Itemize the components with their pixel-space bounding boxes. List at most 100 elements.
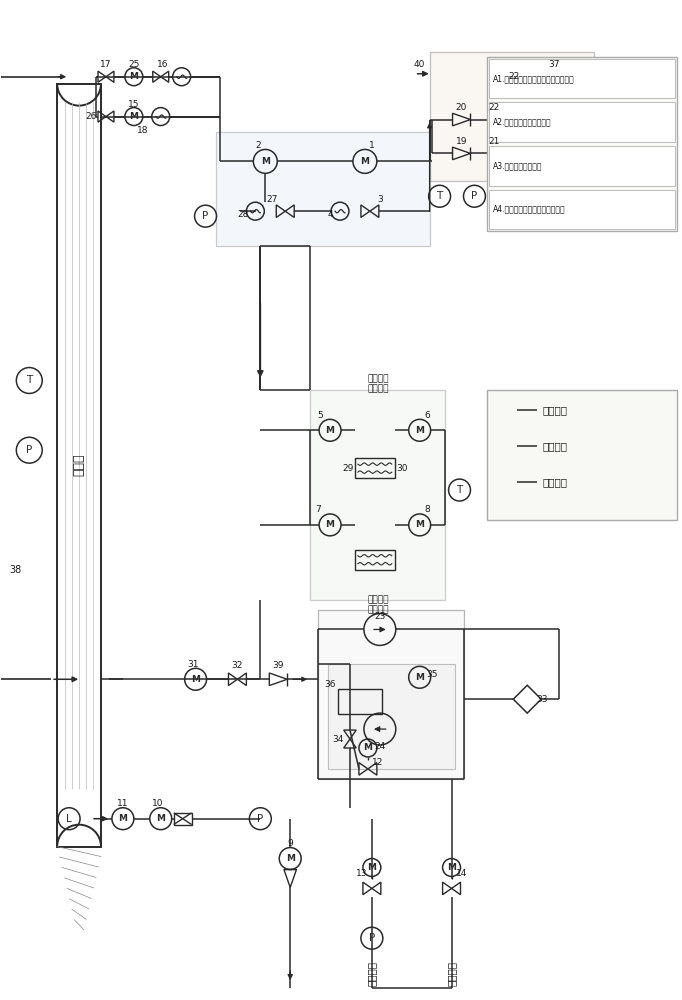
Text: 31: 31	[187, 660, 198, 669]
Text: 19: 19	[456, 137, 467, 146]
Text: 22: 22	[509, 72, 520, 81]
Bar	[216, 132, 430, 246]
Text: 温度测点: 温度测点	[542, 441, 567, 451]
Text: 1: 1	[369, 141, 374, 150]
Text: 26: 26	[85, 112, 97, 121]
Text: 30: 30	[396, 464, 408, 473]
Text: 5: 5	[317, 411, 323, 420]
Text: M: M	[119, 814, 128, 823]
Text: 7: 7	[315, 505, 321, 514]
Text: M: M	[191, 675, 200, 684]
Text: 冷却水进: 冷却水进	[367, 374, 389, 383]
Text: 37: 37	[548, 60, 560, 69]
Text: 28: 28	[238, 210, 249, 219]
Text: 液位测点: 液位测点	[542, 477, 567, 487]
Text: L: L	[503, 477, 508, 487]
Bar	[328, 664, 454, 769]
Bar	[430, 52, 594, 181]
Text: 25: 25	[128, 60, 140, 69]
Text: 33: 33	[537, 695, 548, 704]
Text: 40: 40	[414, 60, 426, 69]
Text: M: M	[447, 863, 456, 872]
Text: P: P	[26, 445, 33, 455]
Text: A4.人工确认电泵排空气完成按鈕: A4.人工确认电泵排空气完成按鈕	[493, 205, 566, 214]
Text: 10: 10	[152, 799, 164, 808]
Text: M: M	[325, 520, 335, 529]
Text: 9: 9	[287, 839, 293, 848]
Text: 34: 34	[332, 735, 344, 744]
Text: P: P	[502, 405, 509, 415]
Text: 冷却水回: 冷却水回	[367, 384, 389, 393]
Text: 14: 14	[456, 869, 467, 878]
Text: 17: 17	[100, 60, 112, 69]
Text: 20: 20	[456, 103, 467, 112]
Bar	[310, 390, 445, 600]
Bar	[490, 190, 674, 229]
Text: 冷却水进: 冷却水进	[367, 595, 389, 604]
Text: 15: 15	[128, 100, 140, 109]
Bar	[490, 59, 674, 98]
Text: M: M	[368, 863, 376, 872]
Text: M: M	[364, 743, 372, 752]
Text: M: M	[360, 157, 370, 166]
Bar	[488, 390, 677, 520]
Text: 21: 21	[489, 137, 500, 146]
Text: 22: 22	[489, 103, 500, 112]
Text: M: M	[130, 112, 138, 121]
Text: 36: 36	[325, 680, 336, 689]
Text: M: M	[325, 426, 335, 435]
Bar	[355, 458, 395, 478]
Text: T: T	[26, 375, 33, 385]
Text: 29: 29	[342, 464, 354, 473]
Text: M: M	[415, 673, 424, 682]
Text: 35: 35	[426, 670, 437, 679]
Bar	[490, 102, 674, 142]
Text: 39: 39	[273, 661, 284, 670]
Text: 3: 3	[377, 195, 383, 204]
Bar	[174, 813, 192, 825]
Bar	[338, 689, 382, 714]
Text: M: M	[286, 854, 295, 863]
Text: 12: 12	[372, 758, 383, 767]
Text: 4: 4	[327, 210, 333, 219]
Text: 6: 6	[425, 411, 430, 420]
Text: M: M	[415, 426, 424, 435]
Text: 13: 13	[356, 869, 368, 878]
Bar	[318, 610, 464, 779]
Text: 18: 18	[137, 126, 149, 135]
Text: M: M	[130, 72, 138, 81]
Text: 2: 2	[256, 141, 261, 150]
Text: 冷却水进: 冷却水进	[367, 961, 377, 986]
Text: 冷却水回: 冷却水回	[367, 605, 389, 614]
Text: L: L	[66, 814, 72, 824]
Text: 16: 16	[157, 60, 168, 69]
Text: A1.电动给水泵系统程序控制逻辑按鈕: A1.电动给水泵系统程序控制逻辑按鈕	[493, 74, 575, 83]
Text: 24: 24	[374, 742, 385, 751]
Text: 除氧器: 除氧器	[72, 454, 85, 476]
Text: 38: 38	[9, 565, 21, 575]
Bar	[57, 84, 101, 847]
Text: 23: 23	[374, 612, 385, 621]
Text: 8: 8	[425, 505, 430, 514]
Text: 27: 27	[267, 195, 278, 204]
Text: P: P	[471, 191, 477, 201]
Text: M: M	[156, 814, 165, 823]
Text: 32: 32	[232, 661, 243, 670]
Text: L: L	[568, 72, 574, 82]
Text: M: M	[415, 520, 424, 529]
Bar	[488, 57, 677, 231]
Text: T: T	[456, 485, 462, 495]
Text: A3.排烟风机联锁按鈕: A3.排烟风机联锁按鈕	[493, 161, 543, 170]
Text: M: M	[261, 157, 270, 166]
Text: T: T	[502, 441, 509, 451]
Text: P: P	[203, 211, 209, 221]
Text: P: P	[257, 814, 263, 824]
Text: 11: 11	[117, 799, 129, 808]
Text: 冷却水回: 冷却水回	[447, 961, 456, 986]
Text: T: T	[436, 191, 443, 201]
Text: P: P	[369, 933, 375, 943]
Bar	[355, 550, 395, 570]
Text: 压力测点: 压力测点	[542, 405, 567, 415]
Text: A2.电泵润滑油泵联锁按鈕: A2.电泵润滑油泵联锁按鈕	[493, 118, 552, 127]
Bar	[490, 146, 674, 186]
